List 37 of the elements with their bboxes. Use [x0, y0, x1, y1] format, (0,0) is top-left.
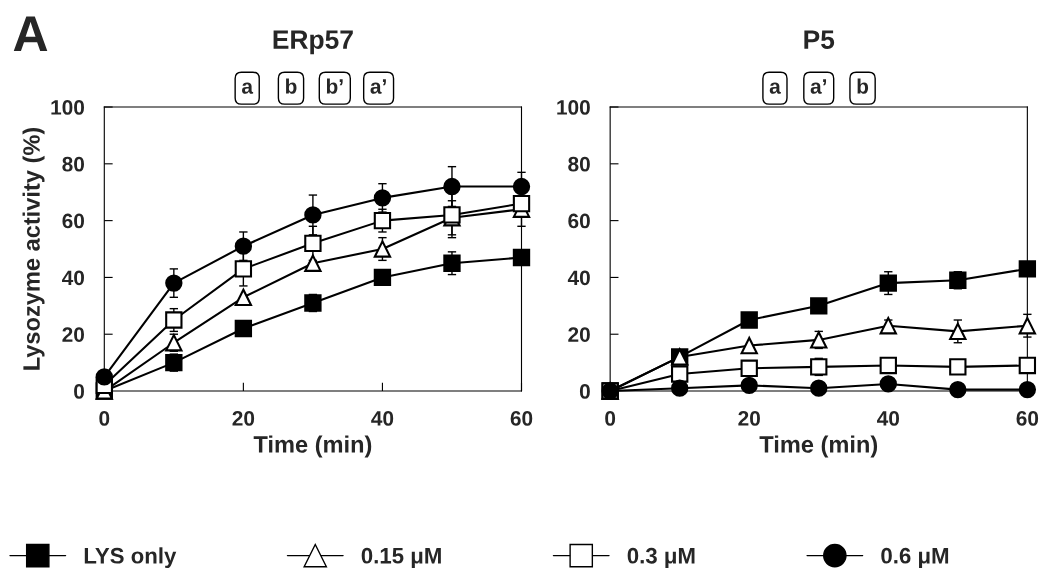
y-tick-label: 20 — [568, 327, 590, 342]
y-tick-label: 100 — [557, 100, 590, 115]
x-tick-label: 40 — [877, 411, 900, 426]
text: A — [13, 16, 48, 51]
text: a — [242, 82, 254, 94]
y-tick-label: 20 — [62, 327, 84, 342]
x-tick-label: 0 — [605, 411, 616, 426]
x-axis-title: Time (min) — [253, 435, 372, 458]
y-tick-label: 40 — [62, 270, 84, 286]
text: a’ — [810, 79, 827, 94]
x-tick-label: 0 — [99, 411, 110, 426]
y-tick-label: 0 — [579, 384, 590, 399]
legend-label: LYS only — [84, 547, 177, 568]
x-tick-label: 60 — [510, 411, 533, 426]
legend-label: 0.6 μM — [881, 547, 949, 568]
text: b — [857, 78, 869, 94]
y-tick-label: 60 — [62, 213, 84, 229]
x-axis-title: Time (min) — [759, 435, 878, 458]
text: a — [769, 82, 781, 94]
text: b’ — [326, 78, 343, 94]
x-tick-label: 40 — [371, 411, 394, 426]
legend-label: 0.3 μM — [627, 547, 695, 568]
legend-label: 0.15 μM — [361, 547, 441, 568]
text: a’ — [370, 79, 386, 94]
text: b — [286, 78, 297, 94]
y-tick-label: 40 — [567, 270, 590, 286]
x-tick-label: 20 — [738, 411, 760, 426]
y-tick-label: 80 — [62, 156, 84, 172]
y-tick-label: 0 — [74, 384, 84, 399]
y-tick-label: 60 — [568, 213, 590, 229]
y-tick-label: 80 — [568, 156, 590, 172]
y-tick-label: 100 — [51, 100, 85, 115]
x-tick-label: 20 — [232, 411, 255, 426]
x-tick-label: 60 — [1016, 411, 1039, 426]
chart-title: P5 — [804, 30, 835, 49]
chart-title: ERp57 — [273, 30, 353, 55]
y-axis-title: Lysozyme activity (%) — [22, 127, 45, 370]
